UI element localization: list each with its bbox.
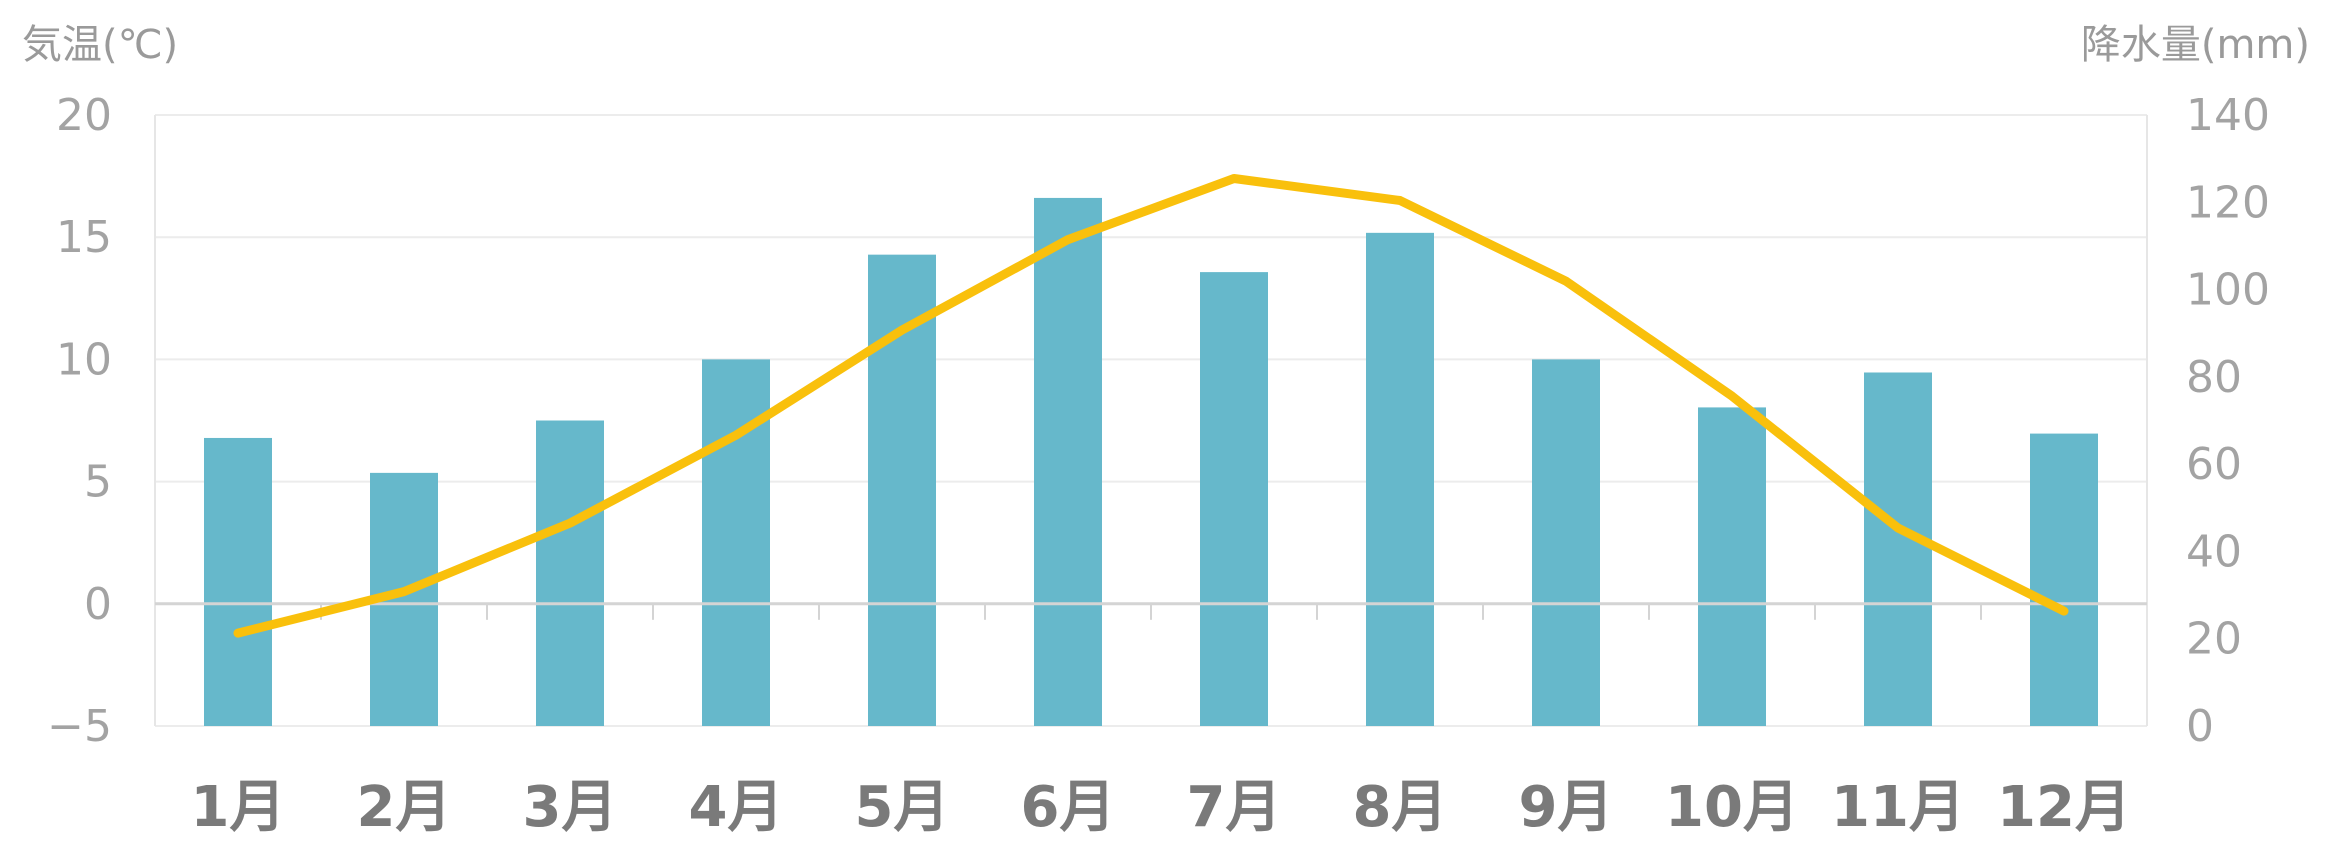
y-left-tick-label: 15 <box>56 212 112 263</box>
x-tick-label: 6月 <box>1021 775 1116 840</box>
precipitation-bar <box>702 359 770 726</box>
y-left-tick-label: 0 <box>84 579 112 630</box>
y-right-axis-title: 降水量(mm) <box>2081 22 2310 68</box>
tick-labels: −5 0 5 10 15 20 0 20 40 60 80 100 120 140 1月 2月 3月 4月 5月 6月… <box>47 90 2270 840</box>
y-right-tick-label: 0 <box>2186 701 2214 752</box>
y-right-tick-label: 140 <box>2186 90 2270 141</box>
y-right-tick-label: 100 <box>2186 265 2270 316</box>
x-tick-label: 5月 <box>855 775 950 840</box>
precipitation-bar <box>536 420 604 726</box>
x-tick-label: 9月 <box>1519 775 1614 840</box>
y-right-tick-label: 40 <box>2186 526 2242 577</box>
precipitation-bar <box>204 437 272 726</box>
precipitation-bar <box>1200 272 1268 726</box>
y-left-axis-title: 気温(℃) <box>22 22 178 68</box>
precipitation-bar <box>1532 359 1600 726</box>
precipitation-bar <box>1698 407 1766 726</box>
precipitation-bar <box>2030 433 2098 726</box>
y-right-tick-label: 80 <box>2186 352 2242 403</box>
y-left-tick-label: −5 <box>47 701 112 752</box>
gridlines <box>154 114 2148 727</box>
temperature-line-group <box>155 174 2147 638</box>
y-right-tick-label: 20 <box>2186 614 2242 665</box>
x-tick-label: 3月 <box>523 775 618 840</box>
x-tick-label: 10月 <box>1665 775 1799 840</box>
x-tick-label: 8月 <box>1353 775 1448 840</box>
x-tick-label: 4月 <box>689 775 784 840</box>
x-tick-label: 12月 <box>1997 775 2131 840</box>
precipitation-bar <box>1366 232 1434 727</box>
x-tick-label: 1月 <box>191 775 286 840</box>
precipitation-bar <box>1034 197 1102 726</box>
y-left-tick-label: 10 <box>56 334 112 385</box>
precipitation-bars <box>204 197 2098 727</box>
y-right-tick-label: 60 <box>2186 439 2242 490</box>
x-tick-label: 2月 <box>357 775 452 840</box>
y-left-tick-label: 20 <box>56 90 112 141</box>
y-right-tick-label: 120 <box>2186 177 2270 228</box>
precipitation-bar <box>1864 372 1932 726</box>
x-tick-label: 11月 <box>1831 775 1965 840</box>
x-tick-label: 7月 <box>1187 775 1282 840</box>
temperature-line <box>233 174 2069 638</box>
y-left-tick-label: 5 <box>84 457 112 508</box>
